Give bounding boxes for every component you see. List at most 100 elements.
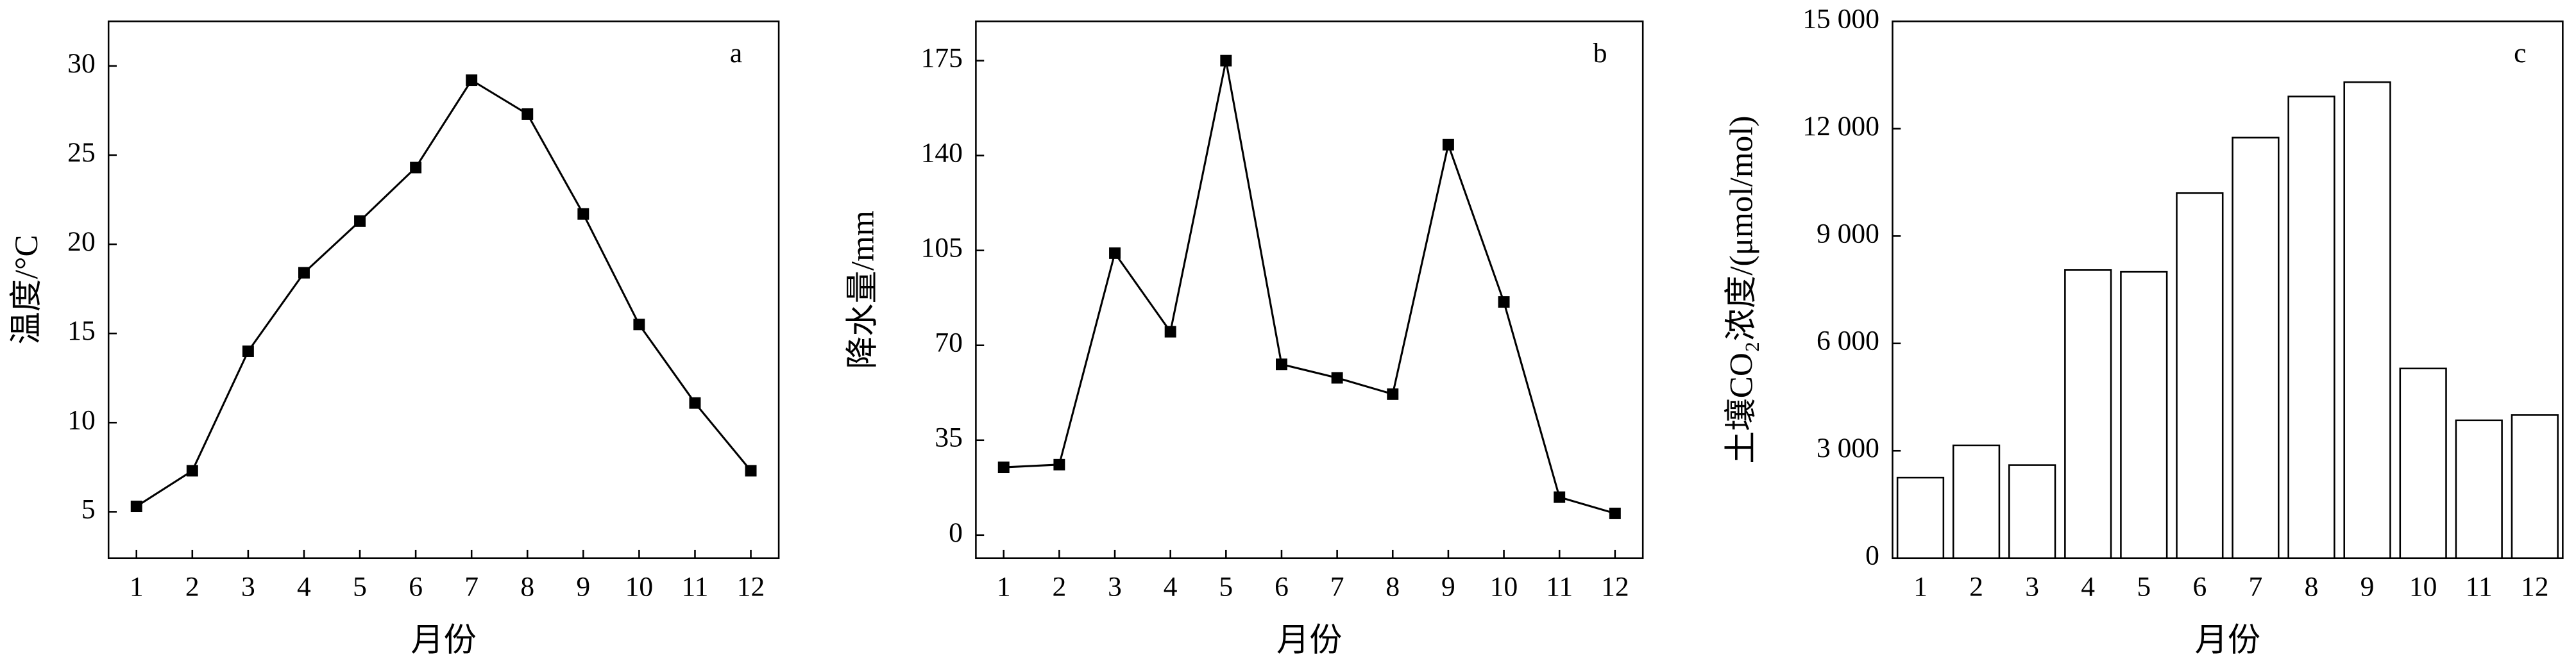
x-tick-label: 7 <box>2249 571 2263 602</box>
x-tick-label: 5 <box>1219 571 1233 602</box>
y-tick-label: 35 <box>935 422 963 453</box>
x-tick-label: 10 <box>1490 571 1518 602</box>
x-tick-label: 2 <box>1052 571 1066 602</box>
x-tick-label: 4 <box>2081 571 2095 602</box>
x-tick-label: 2 <box>185 571 199 602</box>
x-tick-label: 11 <box>2466 571 2493 602</box>
marker <box>1554 491 1566 503</box>
x-tick-label: 3 <box>241 571 255 602</box>
marker <box>1498 296 1510 308</box>
x-tick-label: 1 <box>997 571 1011 602</box>
marker <box>689 397 701 409</box>
annotation: c <box>2514 38 2526 69</box>
y-tick-label: 25 <box>67 137 96 168</box>
marker <box>1387 388 1399 400</box>
x-tick-label: 10 <box>625 571 654 602</box>
bar <box>2399 367 2447 560</box>
y-tick-label: 15 000 <box>1802 3 1879 34</box>
x-tick-label: 6 <box>2192 571 2207 602</box>
y-tick-label: 12 000 <box>1802 111 1879 142</box>
marker <box>1331 372 1343 384</box>
x-tick-label: 8 <box>1385 571 1400 602</box>
x-tick-label: 8 <box>2305 571 2319 602</box>
y-tick-label: 0 <box>1865 540 1879 571</box>
bar <box>2120 271 2168 560</box>
x-tick-label: 10 <box>2409 571 2437 602</box>
marker <box>1053 458 1065 470</box>
marker <box>745 465 757 477</box>
x-tick-label: 6 <box>409 571 423 602</box>
x-tick-label: 1 <box>130 571 144 602</box>
bar <box>2511 414 2559 560</box>
y-axis-label: 温度/°C <box>8 235 45 344</box>
y-tick-label: 6 000 <box>1817 326 1879 356</box>
x-tick-label: 12 <box>1601 571 1629 602</box>
y-tick-label: 30 <box>67 48 96 79</box>
marker <box>410 162 422 174</box>
y-tick-label: 140 <box>921 138 963 169</box>
marker <box>242 345 254 357</box>
plot-frame <box>107 21 780 560</box>
x-axis-label: 月份 <box>1276 622 1342 659</box>
x-tick-label: 1 <box>1913 571 1928 602</box>
marker <box>298 267 310 279</box>
x-tick-label: 4 <box>297 571 311 602</box>
x-tick-label: 3 <box>1108 571 1122 602</box>
x-tick-label: 9 <box>1441 571 1455 602</box>
marker <box>997 462 1010 474</box>
x-tick-label: 7 <box>464 571 479 602</box>
y-tick-label: 70 <box>935 328 963 358</box>
bar <box>2064 269 2112 560</box>
x-tick-label: 5 <box>353 571 367 602</box>
marker <box>130 501 142 513</box>
x-axis-label: 月份 <box>411 622 476 659</box>
y-tick-label: 0 <box>949 517 963 548</box>
marker <box>1164 326 1176 338</box>
x-tick-label: 12 <box>2521 571 2549 602</box>
bar <box>2455 419 2503 560</box>
y-tick-label: 175 <box>921 43 963 74</box>
y-axis-label: 土壤CO₂浓度/(μmol/mol) <box>1724 115 1760 463</box>
annotation: b <box>1593 38 1607 69</box>
x-tick-label: 11 <box>1546 571 1573 602</box>
x-tick-label: 8 <box>520 571 534 602</box>
bar <box>1896 476 1945 560</box>
x-tick-label: 5 <box>2137 571 2151 602</box>
annotation: a <box>730 38 742 69</box>
bar <box>2176 192 2224 560</box>
bar <box>1952 444 2001 560</box>
x-tick-label: 2 <box>1969 571 1983 602</box>
marker <box>1609 507 1621 519</box>
marker <box>1109 247 1121 259</box>
marker <box>1220 54 1232 67</box>
plot-frame <box>975 21 1644 560</box>
y-tick-label: 5 <box>81 494 96 524</box>
plot-frame <box>1892 21 2564 560</box>
y-tick-label: 15 <box>67 315 96 346</box>
y-tick-label: 3 000 <box>1817 433 1879 463</box>
marker <box>466 74 478 87</box>
x-tick-label: 9 <box>2360 571 2375 602</box>
x-tick-label: 9 <box>576 571 590 602</box>
line <box>1003 60 1616 515</box>
y-axis-label: 降水量/mm <box>845 210 881 369</box>
y-tick-label: 9 000 <box>1817 218 1879 249</box>
marker <box>577 208 589 220</box>
line <box>135 79 752 508</box>
x-tick-label: 6 <box>1275 571 1289 602</box>
marker <box>521 108 534 120</box>
bar <box>2232 137 2280 560</box>
marker <box>633 319 645 331</box>
x-tick-label: 7 <box>1330 571 1344 602</box>
marker <box>1276 358 1287 370</box>
x-tick-label: 12 <box>737 571 765 602</box>
bar <box>2343 81 2391 560</box>
x-axis-label: 月份 <box>2195 622 2260 659</box>
y-tick-label: 20 <box>67 226 96 257</box>
marker <box>1442 138 1454 151</box>
y-tick-label: 10 <box>67 404 96 435</box>
marker <box>186 465 198 477</box>
y-tick-label: 105 <box>921 233 963 263</box>
